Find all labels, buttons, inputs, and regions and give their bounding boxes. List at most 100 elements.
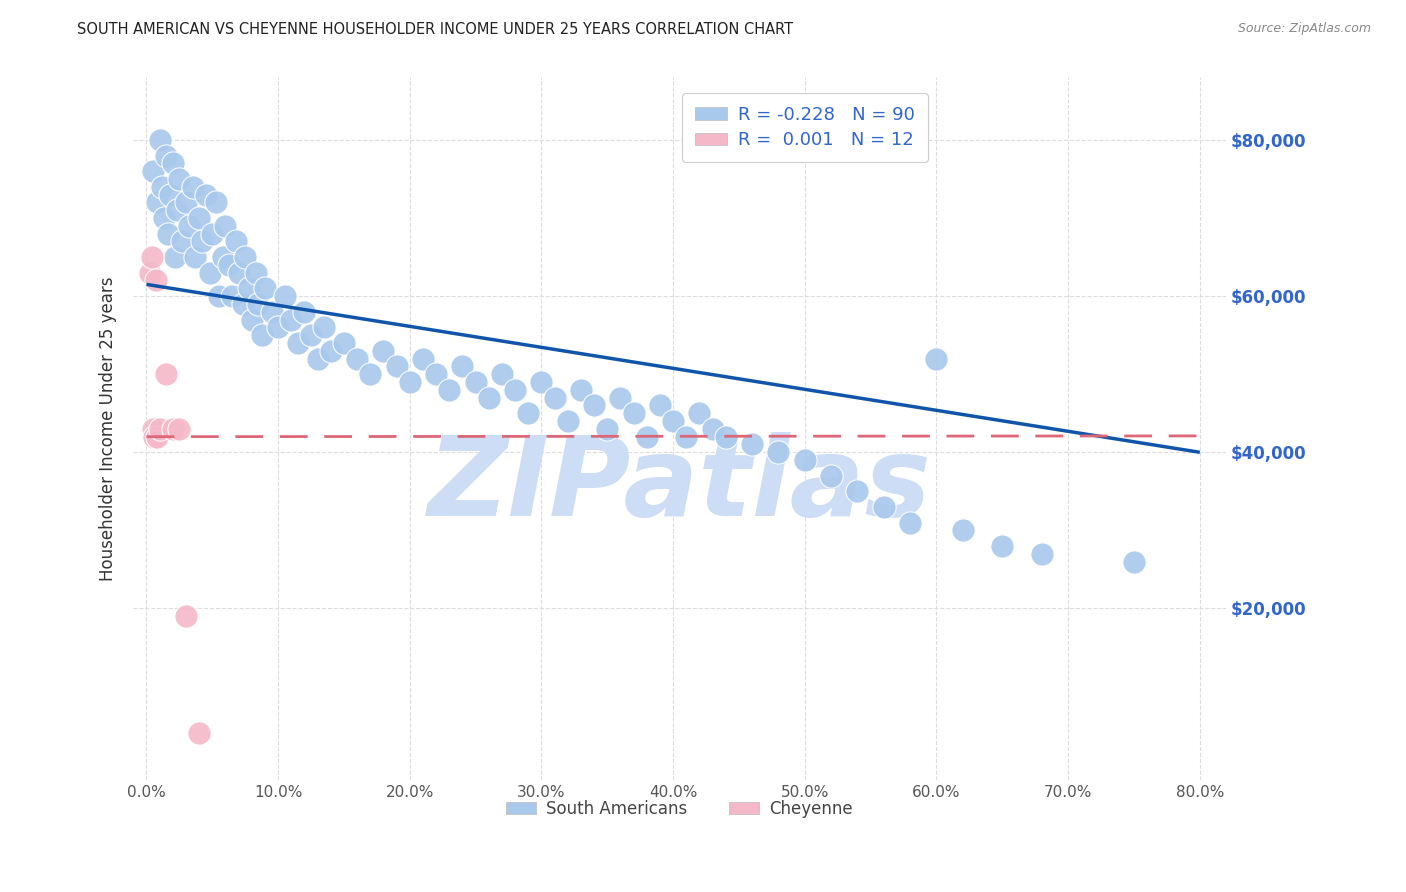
Point [205,195,228,210]
Point [294,304,316,318]
Point [240,312,263,326]
Point [280,312,302,326]
Point [741,437,763,451]
Point [184,250,207,264]
Point [150,179,173,194]
Point [596,422,619,436]
Point [228,266,250,280]
Point [398,375,420,389]
Point [212,250,235,264]
Point [359,368,381,382]
Point [714,430,737,444]
Point [373,343,395,358]
Point [557,414,579,428]
Point [260,304,283,318]
Point [636,430,658,444]
Point [218,258,240,272]
Point [225,235,247,249]
Point [247,297,270,311]
Point [609,391,631,405]
Point [873,500,896,514]
Point [543,391,565,405]
Point [162,156,184,170]
Point [503,383,526,397]
Point [425,368,447,382]
Point [155,148,177,162]
Point [846,484,869,499]
Point [1031,547,1053,561]
Point [702,422,724,436]
Point [898,516,921,530]
Point [517,406,540,420]
Point [198,266,221,280]
Point [412,351,434,366]
Point [952,524,974,538]
Point [451,359,474,374]
Text: ZIPatlas: ZIPatlas [427,432,932,539]
Point [191,235,214,249]
Point [768,445,790,459]
Point [820,468,842,483]
Point [201,227,224,241]
Point [252,328,274,343]
Point [439,383,461,397]
Point [385,359,408,374]
Point [149,422,172,436]
Point [675,430,697,444]
Point [162,422,184,436]
Point [170,235,193,249]
Point [648,399,671,413]
Point [142,164,165,178]
Point [689,406,711,420]
Point [208,289,231,303]
Point [188,726,211,740]
Point [245,266,267,280]
Point [307,351,329,366]
Point [156,227,179,241]
Point [583,399,606,413]
Point [346,351,368,366]
Point [152,211,174,225]
Point [464,375,486,389]
Point [232,297,254,311]
Point [662,414,685,428]
Point [530,375,553,389]
Point [925,351,948,366]
Point [299,328,322,343]
Point [287,335,309,350]
Point [333,335,356,350]
Legend: South Americans, Cheyenne: South Americans, Cheyenne [499,793,859,825]
Point [169,172,191,186]
Point [991,539,1014,553]
Point [174,609,197,624]
Point [143,430,166,444]
Point [478,391,501,405]
Text: Source: ZipAtlas.com: Source: ZipAtlas.com [1237,22,1371,36]
Point [174,195,197,210]
Point [623,406,645,420]
Point [267,320,290,334]
Point [165,250,187,264]
Point [146,430,169,444]
Point [491,368,513,382]
Point [181,179,204,194]
Point [155,368,177,382]
Y-axis label: Householder Income Under 25 years: Householder Income Under 25 years [100,277,117,581]
Point [145,273,167,287]
Point [166,203,188,218]
Point [569,383,592,397]
Point [319,343,342,358]
Point [238,281,260,295]
Point [169,422,191,436]
Point [221,289,243,303]
Point [149,133,172,147]
Point [1123,555,1146,569]
Point [214,219,236,233]
Point [314,320,336,334]
Point [146,195,169,210]
Point [793,453,815,467]
Point [139,266,162,280]
Point [142,422,165,436]
Point [188,211,211,225]
Point [274,289,297,303]
